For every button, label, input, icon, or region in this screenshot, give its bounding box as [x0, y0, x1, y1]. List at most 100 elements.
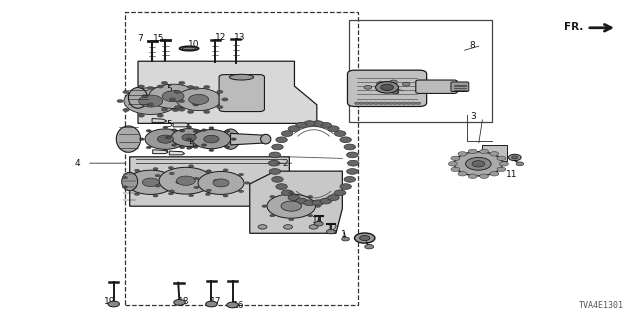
Circle shape — [458, 152, 467, 156]
Circle shape — [157, 114, 163, 117]
Circle shape — [282, 190, 293, 196]
Circle shape — [175, 181, 180, 184]
Polygon shape — [170, 151, 184, 155]
Text: 9: 9 — [358, 234, 364, 243]
Circle shape — [387, 102, 392, 105]
Polygon shape — [173, 123, 189, 127]
Circle shape — [142, 95, 148, 98]
Circle shape — [182, 134, 196, 141]
Circle shape — [334, 190, 346, 196]
Circle shape — [139, 95, 163, 107]
Text: 5: 5 — [166, 85, 172, 94]
Circle shape — [179, 81, 185, 84]
Circle shape — [193, 86, 199, 90]
Circle shape — [188, 110, 194, 114]
Circle shape — [189, 165, 194, 167]
Circle shape — [308, 214, 313, 217]
Circle shape — [155, 185, 160, 187]
Circle shape — [490, 152, 499, 156]
Circle shape — [147, 103, 154, 106]
Text: 1: 1 — [341, 230, 347, 239]
Circle shape — [172, 144, 177, 146]
Circle shape — [161, 81, 168, 84]
FancyBboxPatch shape — [348, 70, 427, 107]
Circle shape — [328, 126, 339, 132]
Circle shape — [157, 135, 173, 143]
Circle shape — [508, 154, 521, 161]
Ellipse shape — [260, 134, 271, 144]
Circle shape — [304, 200, 316, 206]
Circle shape — [188, 85, 194, 89]
Text: 5: 5 — [188, 141, 194, 150]
Circle shape — [304, 121, 316, 126]
Circle shape — [320, 198, 332, 204]
Circle shape — [479, 149, 488, 154]
Circle shape — [454, 152, 502, 176]
Text: 10: 10 — [188, 40, 200, 49]
Text: 6: 6 — [394, 87, 399, 96]
Circle shape — [172, 108, 179, 112]
Circle shape — [186, 138, 191, 140]
Circle shape — [381, 84, 394, 91]
Circle shape — [221, 98, 228, 101]
Text: 2: 2 — [282, 159, 288, 168]
Circle shape — [276, 137, 287, 143]
Circle shape — [186, 138, 191, 140]
Circle shape — [360, 236, 370, 241]
Bar — [349, 20, 492, 122]
Circle shape — [149, 84, 197, 108]
Circle shape — [342, 237, 349, 241]
Circle shape — [364, 85, 372, 89]
Circle shape — [162, 91, 184, 102]
Circle shape — [472, 161, 484, 167]
Circle shape — [178, 100, 184, 103]
Circle shape — [365, 244, 374, 249]
Circle shape — [272, 144, 283, 150]
Circle shape — [142, 178, 159, 187]
Bar — [125, 12, 358, 305]
Circle shape — [227, 302, 238, 308]
Circle shape — [281, 201, 301, 211]
Circle shape — [217, 90, 223, 93]
Polygon shape — [152, 119, 167, 123]
Ellipse shape — [221, 129, 239, 149]
Circle shape — [451, 156, 460, 161]
Circle shape — [269, 196, 275, 198]
Text: 14: 14 — [312, 216, 324, 225]
Circle shape — [468, 174, 477, 179]
Circle shape — [217, 106, 223, 109]
Circle shape — [376, 82, 399, 93]
Circle shape — [207, 136, 212, 139]
Circle shape — [168, 192, 173, 195]
Circle shape — [269, 152, 280, 158]
Circle shape — [161, 108, 168, 111]
Circle shape — [314, 221, 323, 226]
Circle shape — [231, 138, 236, 140]
Circle shape — [267, 194, 316, 218]
Circle shape — [124, 88, 177, 115]
Circle shape — [194, 177, 199, 180]
Circle shape — [205, 301, 217, 307]
Circle shape — [138, 114, 145, 117]
Circle shape — [369, 102, 374, 105]
Circle shape — [511, 156, 518, 159]
Circle shape — [146, 146, 151, 149]
Circle shape — [458, 172, 467, 176]
Text: 12: 12 — [327, 224, 339, 233]
Circle shape — [334, 131, 346, 136]
Circle shape — [347, 152, 358, 158]
Text: 17: 17 — [210, 297, 221, 306]
Circle shape — [172, 129, 207, 147]
Circle shape — [122, 176, 127, 179]
Ellipse shape — [129, 87, 148, 108]
Circle shape — [397, 102, 402, 105]
Circle shape — [312, 200, 323, 206]
Polygon shape — [230, 133, 266, 145]
Circle shape — [288, 126, 300, 132]
Circle shape — [193, 103, 199, 106]
Circle shape — [282, 131, 293, 136]
Circle shape — [296, 123, 307, 128]
Text: FR.: FR. — [564, 22, 584, 32]
Circle shape — [269, 214, 275, 217]
Circle shape — [198, 172, 244, 195]
